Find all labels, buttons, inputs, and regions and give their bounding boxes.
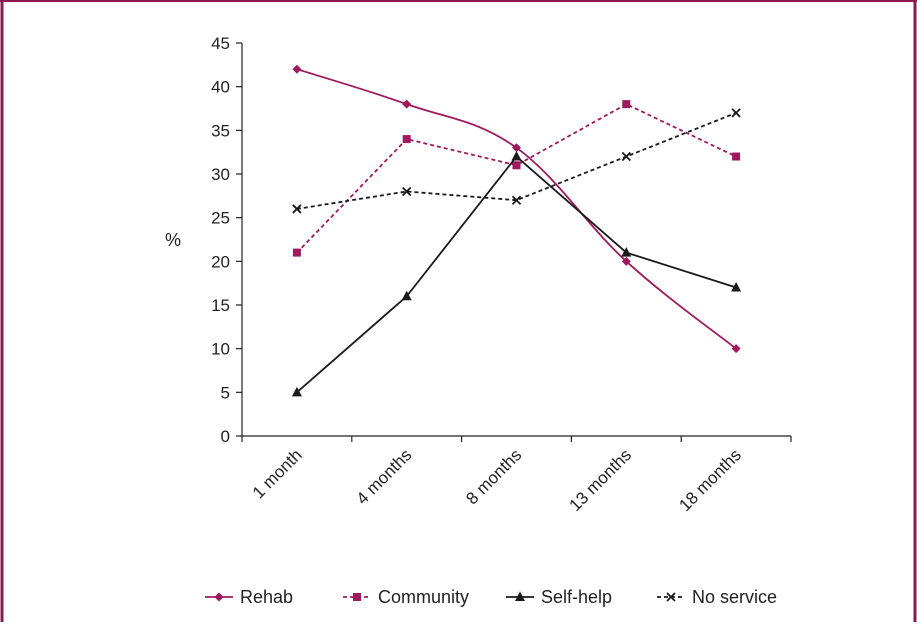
y-tick-label: 10 (211, 340, 230, 359)
data-point-community (622, 100, 631, 109)
y-tick-label: 25 (211, 209, 230, 228)
data-point-no-service (511, 195, 522, 205)
x-tick-label: 1 month (249, 445, 306, 502)
series-layer (291, 64, 742, 397)
data-point-community (732, 152, 741, 161)
data-point-no-service (731, 108, 741, 118)
legend-label-rehab: Rehab (240, 587, 293, 607)
marker-stroke (292, 204, 302, 214)
y-tick-label: 40 (211, 78, 230, 97)
data-point-self-help (291, 386, 302, 397)
data-point-no-service (292, 204, 302, 214)
series-community (292, 100, 741, 257)
legend-item-community: Community (343, 587, 469, 607)
legend-label-community: Community (378, 587, 469, 607)
data-point-rehab (512, 143, 521, 153)
legend-item-self-help: Self-help (506, 587, 612, 607)
data-point-rehab (731, 344, 741, 354)
legend-marker-no-service (666, 592, 676, 602)
y-tick-label: 30 (211, 165, 230, 184)
y-tick-label: 0 (221, 427, 230, 446)
legend-label-self-help: Self-help (541, 587, 612, 607)
y-axis-label: % (165, 230, 181, 250)
series-line-rehab (296, 68, 737, 350)
data-point-self-help (731, 282, 742, 292)
marker-stroke (402, 186, 412, 197)
data-point-self-help (401, 290, 412, 301)
data-point-community (402, 135, 411, 144)
y-tick-label: 15 (211, 296, 230, 315)
data-point-rehab (621, 256, 631, 266)
marker-stroke (666, 592, 676, 602)
x-tick-label: 13 months (566, 445, 636, 515)
marker-stroke (621, 151, 631, 162)
series-self-help (291, 151, 742, 397)
y-tick-label: 45 (211, 34, 230, 53)
y-tick-label: 35 (211, 121, 230, 140)
x-tick-label: 18 months (675, 445, 745, 515)
data-point-rehab (292, 64, 302, 74)
y-tick-label: 20 (211, 252, 230, 271)
y-tick-label: 5 (221, 383, 230, 402)
legend-label-no-service: No service (692, 587, 777, 607)
series-line-no-service (296, 112, 737, 210)
marker-stroke (731, 108, 741, 118)
legend: Rehab Community Self-help No service (205, 587, 777, 607)
legend-marker-community (353, 593, 361, 601)
x-tick-label: 8 months (462, 445, 525, 508)
marker-stroke (511, 195, 522, 205)
legend-item-no-service: No service (657, 587, 777, 607)
legend-item-rehab: Rehab (205, 587, 293, 607)
legend-marker-self-help (515, 591, 525, 601)
data-point-rehab (402, 99, 412, 109)
data-point-no-service (621, 151, 631, 162)
series-no-service (292, 108, 741, 214)
data-point-no-service (402, 186, 412, 197)
data-point-self-help (621, 247, 632, 257)
data-point-community (292, 248, 301, 257)
data-point-self-help (511, 151, 522, 161)
legend-marker-rehab (214, 592, 224, 602)
axes: 0 5 10 15 20 25 30 35 40 45 1 month 4 months 8 month… (211, 34, 792, 515)
x-tick-label: 4 months (353, 445, 416, 508)
series-line-self-help (296, 155, 737, 394)
data-point-community (512, 161, 521, 170)
series-rehab (292, 64, 741, 354)
series-line-community (296, 103, 737, 254)
